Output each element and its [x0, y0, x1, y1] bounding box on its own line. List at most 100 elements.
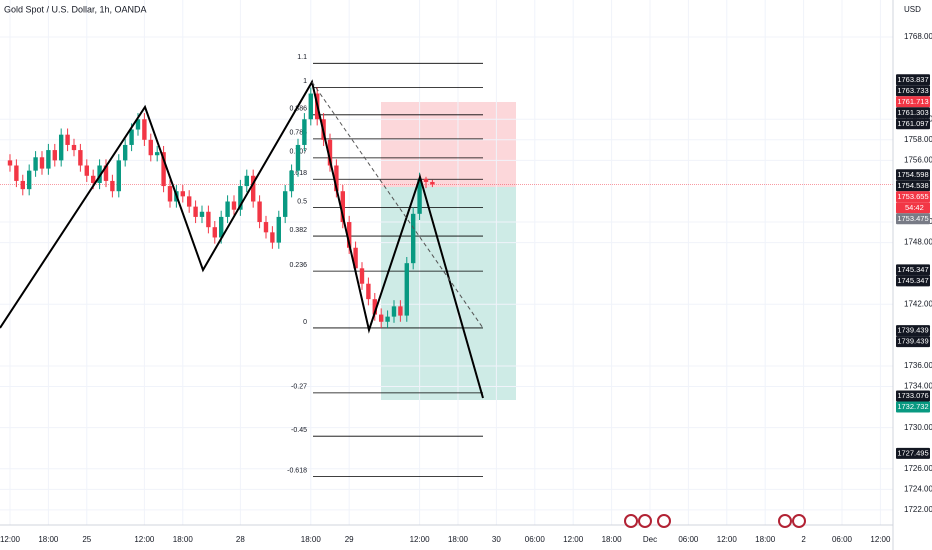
- candle-body: [276, 216, 281, 243]
- price-tag-label: 1753.655: [897, 192, 928, 201]
- price-tag: [896, 96, 930, 108]
- price-tag-label: 1745.347: [897, 276, 928, 285]
- candle-body: [423, 178, 429, 182]
- price-tag-label: 1763.733: [897, 86, 928, 95]
- y-tick-label: 1748.000: [904, 238, 932, 247]
- candle-body: [39, 157, 45, 169]
- candle-body: [289, 170, 294, 192]
- candle-body: [295, 144, 301, 171]
- stop-zone: [381, 102, 516, 187]
- candle-body: [263, 222, 269, 233]
- price-tag: [896, 213, 930, 225]
- candle-body: [167, 186, 173, 202]
- candle-body: [14, 165, 19, 181]
- price-tag-label: 1739.439: [897, 326, 928, 335]
- price-tag: [896, 401, 930, 413]
- candle-body: [71, 144, 77, 151]
- y-tick-label: 1768.000: [904, 32, 932, 41]
- price-tag: [896, 118, 930, 130]
- candle-body: [430, 181, 435, 185]
- y-tick-label: 1724.000: [904, 484, 932, 493]
- x-tick-label: 12:00: [410, 535, 431, 544]
- x-tick-label: 12:00: [870, 535, 891, 544]
- x-tick-label: 28: [236, 535, 245, 544]
- y-tick-label: 1758.000: [904, 135, 932, 144]
- y-tick-label: 1722.000: [904, 505, 932, 514]
- price-tag-label: 1754.538: [897, 181, 928, 190]
- candle-body: [186, 196, 192, 207]
- countdown-tag: [896, 202, 930, 214]
- price-tag-label: 1761.097: [897, 119, 928, 128]
- candle-body: [282, 191, 288, 217]
- fib-level-label: -0.27: [291, 384, 307, 391]
- price-tag: [896, 169, 930, 181]
- candle-body: [218, 216, 224, 238]
- fib-level-label: -0.45: [291, 427, 307, 434]
- countdown-label: 54:42: [905, 203, 924, 212]
- event-icon[interactable]: [638, 514, 652, 528]
- candle-body: [359, 268, 365, 284]
- candle-body: [231, 201, 237, 210]
- price-tag-label: 1754.598: [897, 170, 928, 179]
- price-tag: [896, 390, 930, 402]
- fib-level-label: 1: [303, 78, 307, 85]
- price-tag: [896, 325, 930, 337]
- price-tag-label: 1739.439: [897, 337, 928, 346]
- y-tick-label: 1756.000: [904, 155, 932, 164]
- price-tag: [896, 74, 930, 86]
- candle-body: [327, 139, 333, 166]
- candle-body: [385, 316, 390, 322]
- candle-body: [206, 211, 211, 228]
- fib-level-label: 0: [303, 319, 307, 326]
- price-tag-label: 1753.475: [897, 214, 928, 223]
- event-icon[interactable]: [657, 514, 671, 528]
- fib-level-label: 0.236: [289, 262, 307, 269]
- price-tag-label: 1732.732: [897, 402, 928, 411]
- x-tick-label: 12:00: [717, 535, 738, 544]
- x-tick-label: 2: [801, 535, 806, 544]
- event-icons: [624, 514, 806, 528]
- event-icon[interactable]: [624, 514, 638, 528]
- candle-body: [135, 119, 141, 130]
- candle-body: [46, 150, 51, 169]
- y-tick-label: 1736.000: [904, 361, 932, 370]
- x-tick-label: 06:00: [525, 535, 546, 544]
- candle-body: [257, 201, 262, 223]
- x-tick-label: Dec: [643, 535, 657, 544]
- price-tag-label: 1745.347: [897, 265, 928, 274]
- candle-body: [391, 306, 397, 317]
- price-tag-label: 1727.495: [897, 448, 928, 457]
- candle-body: [161, 152, 166, 187]
- candle-body: [212, 227, 217, 238]
- currency-label: USD: [904, 5, 921, 14]
- candle-body: [270, 232, 275, 243]
- candle-body: [116, 160, 121, 192]
- fib-level-label: 0.382: [289, 227, 307, 234]
- x-tick-label: 12:00: [0, 535, 21, 544]
- price-tag: [896, 264, 930, 276]
- price-tag: [896, 107, 930, 119]
- candle-body: [103, 165, 109, 181]
- candle-body: [244, 175, 249, 187]
- candle-body: [366, 283, 371, 300]
- x-tick-label: 18:00: [38, 535, 59, 544]
- candle-body: [84, 165, 89, 176]
- candle-body: [372, 299, 377, 315]
- candle-body: [58, 134, 64, 161]
- x-tick-label: 29: [345, 535, 354, 544]
- candle-body: [97, 165, 102, 183]
- price-tag: [896, 85, 930, 97]
- candle-body: [410, 213, 416, 264]
- candle-body: [353, 247, 358, 269]
- x-tick-label: 18:00: [301, 535, 322, 544]
- x-tick-label: 12:00: [563, 535, 584, 544]
- candle-body: [238, 186, 243, 210]
- event-icon[interactable]: [792, 514, 806, 528]
- fib-level-label: 0.786: [289, 130, 307, 137]
- candle-body: [199, 211, 205, 217]
- y-tick-label: 1742.000: [904, 299, 932, 308]
- candle-body: [308, 93, 313, 120]
- candle-body: [250, 175, 256, 202]
- event-icon[interactable]: [778, 514, 792, 528]
